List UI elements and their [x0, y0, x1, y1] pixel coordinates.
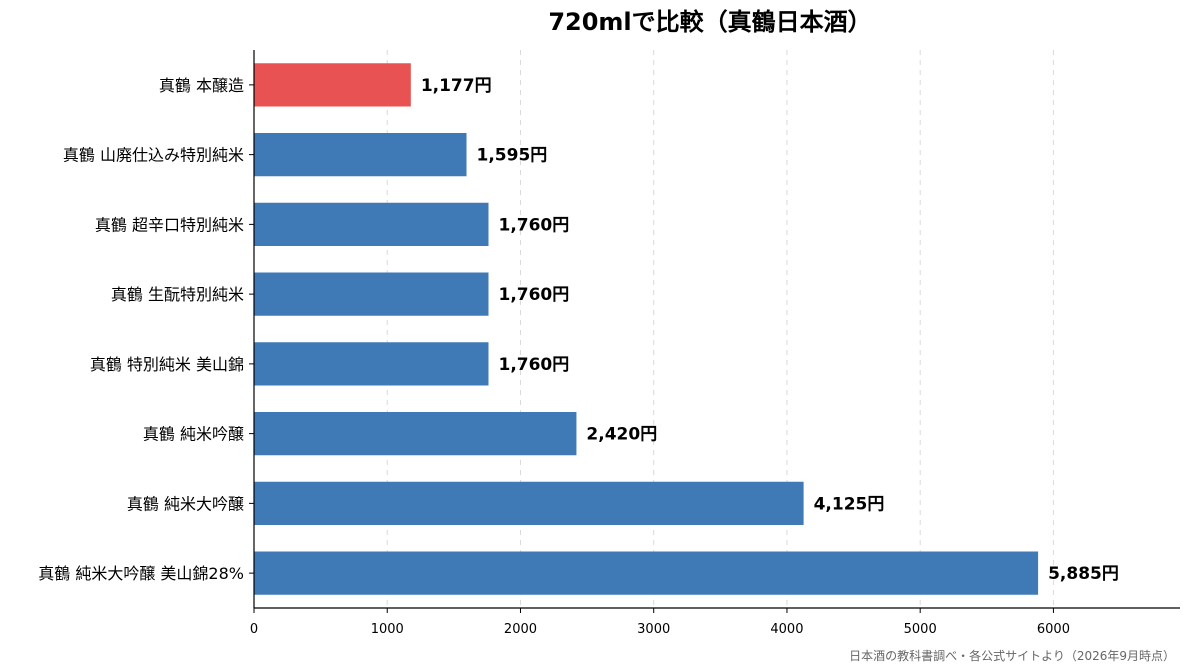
category-label: 真鶴 超辛口特別純米 — [95, 215, 244, 234]
x-tick-label: 4000 — [770, 622, 803, 637]
chart-title: 720mlで比較（真鶴日本酒） — [548, 8, 871, 36]
category-label: 真鶴 純米大吟醸 — [127, 494, 244, 513]
category-label: 真鶴 山廃仕込み特別純米 — [63, 146, 244, 165]
category-label: 真鶴 特別純米 美山錦 — [90, 355, 244, 374]
bar — [254, 412, 577, 456]
bar — [254, 481, 804, 525]
data-label: 1,177円 — [421, 76, 492, 96]
x-tick-label: 0 — [250, 622, 258, 637]
bar — [254, 133, 467, 177]
data-label: 1,760円 — [498, 215, 569, 235]
data-label: 2,420円 — [586, 425, 657, 445]
bar — [254, 551, 1039, 595]
category-label: 真鶴 本醸造 — [159, 76, 244, 95]
bars — [254, 63, 1039, 595]
x-tick-label: 3000 — [637, 622, 670, 637]
bar — [254, 342, 489, 386]
x-tick-label: 6000 — [1037, 622, 1070, 637]
x-tick-label: 5000 — [904, 622, 937, 637]
data-label: 1,595円 — [477, 146, 548, 166]
value-labels: 1,177円 1,595円 1,760円 1,760円 1,760円 2,420円 4,12… — [421, 76, 1119, 584]
data-label: 1,760円 — [498, 355, 569, 375]
data-label: 5,885円 — [1048, 564, 1119, 584]
axes: 0 1000 2000 3000 4000 5000 6000 — [249, 50, 1180, 637]
bar — [254, 202, 489, 246]
source-note: 日本酒の教科書調べ・各公式サイトより（2026年9月時点） — [849, 648, 1175, 663]
category-label: 真鶴 生酛特別純米 — [111, 285, 244, 304]
x-tick-label: 1000 — [371, 622, 404, 637]
x-tick-label: 2000 — [504, 622, 537, 637]
bar — [254, 272, 489, 316]
category-label: 真鶴 純米吟醸 — [143, 425, 244, 444]
data-label: 1,760円 — [498, 285, 569, 305]
bar — [254, 63, 411, 107]
category-label: 真鶴 純米大吟醸 美山錦28% — [38, 564, 244, 583]
data-label: 4,125円 — [814, 494, 885, 514]
